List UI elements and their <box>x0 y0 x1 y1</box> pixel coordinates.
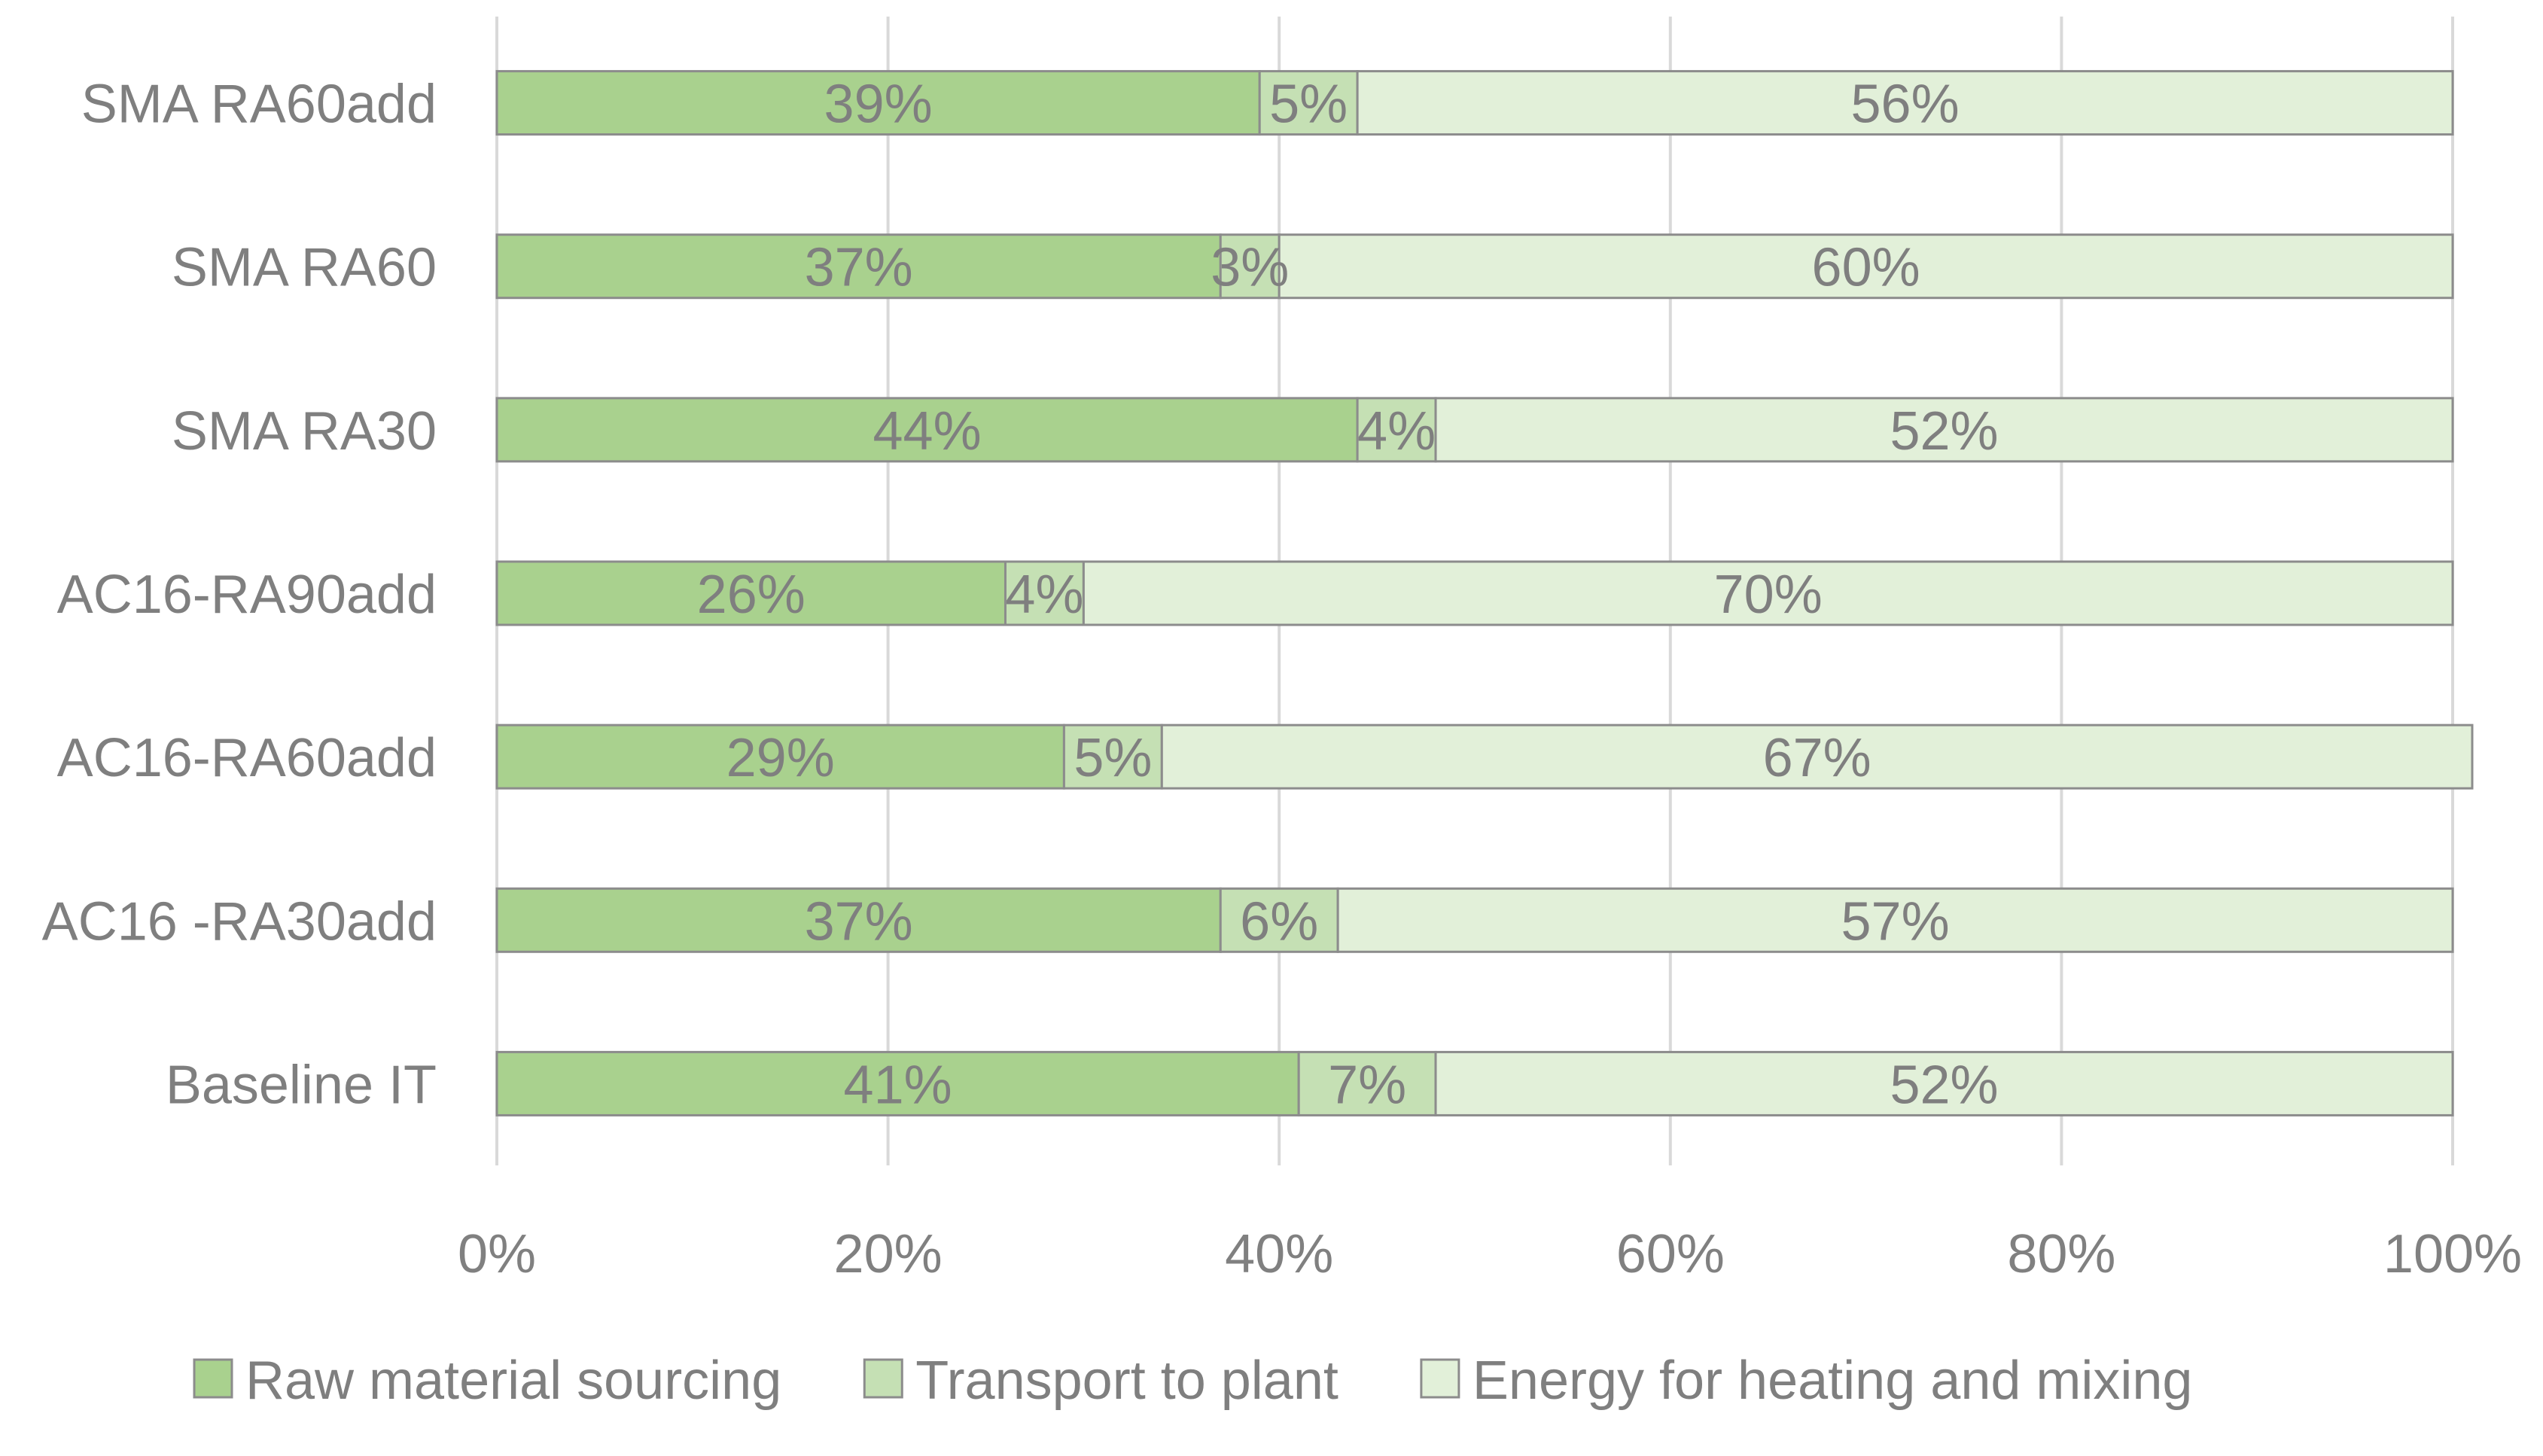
x-tick-label: 20% <box>834 1224 943 1284</box>
data-label: 41% <box>844 1055 952 1115</box>
legend: Raw material sourcing Transport to plant E… <box>193 1351 2193 1411</box>
legend-swatch <box>863 1358 903 1399</box>
data-label: 26% <box>697 565 806 625</box>
bar-segment <box>495 723 1065 790</box>
bar-segment <box>1219 887 1339 953</box>
category-label: SMA RA30 <box>172 401 437 461</box>
bar-segment <box>1336 887 2454 953</box>
bar-segment <box>495 233 1222 300</box>
bar-segment <box>1160 723 2474 790</box>
legend-label: Transport to plant <box>915 1351 1339 1411</box>
data-label: 29% <box>726 728 835 788</box>
category-label: AC16-RA90add <box>57 565 437 625</box>
data-label: 4% <box>1357 401 1436 461</box>
legend-swatch <box>193 1358 233 1399</box>
x-tick-label: 0% <box>458 1224 536 1284</box>
category-axis-labels: SMA RA60add SMA RA60 SMA RA30 AC16-RA90add A… <box>42 75 437 1116</box>
data-label: 39% <box>824 75 933 135</box>
bar-segment <box>1219 233 1281 300</box>
data-label: 4% <box>1005 565 1083 625</box>
data-label: 67% <box>1763 728 1871 788</box>
x-tick-label: 60% <box>1616 1224 1725 1284</box>
data-label: 37% <box>805 891 913 952</box>
x-tick-label: 40% <box>1225 1224 1333 1284</box>
category-label: AC16 -RA30add <box>42 891 437 952</box>
data-labels: 39% 5% 56% 37% 3% 60% 44% 4% 52% 26% 4% 70% 29% 5% 67%… <box>697 75 1999 1116</box>
data-label: 3% <box>1211 238 1289 298</box>
bar-segment <box>1434 1050 2454 1116</box>
data-label: 57% <box>1841 891 1950 952</box>
data-label: 70% <box>1714 565 1823 625</box>
data-label: 60% <box>1812 238 1920 298</box>
category-label: Baseline IT <box>166 1055 437 1115</box>
data-label: 52% <box>1890 401 1998 461</box>
bar-segment <box>495 70 1261 136</box>
bar-segment <box>1082 560 2454 626</box>
category-label: AC16-RA60add <box>57 728 437 788</box>
bar-segment <box>1356 70 2454 136</box>
legend-label: Energy for heating and mixing <box>1473 1351 2193 1411</box>
bar-segment <box>1356 397 1437 463</box>
x-tick-label: 80% <box>2007 1224 2115 1284</box>
data-label: 56% <box>1851 75 1960 135</box>
data-label: 5% <box>1074 728 1152 788</box>
data-label: 37% <box>805 238 913 298</box>
bar-segment <box>1434 397 2454 463</box>
value-axis-labels: 0% 20% 40% 60% 80% 100% <box>458 1224 2522 1284</box>
bar-segment <box>1062 723 1163 790</box>
data-label: 52% <box>1890 1055 1998 1115</box>
bar-segment <box>495 560 1007 626</box>
bar-segment <box>1278 233 2454 300</box>
data-label: 5% <box>1269 75 1348 135</box>
legend-swatch <box>1420 1358 1460 1399</box>
data-label: 6% <box>1240 891 1318 952</box>
legend-label: Raw material sourcing <box>245 1351 781 1411</box>
x-tick-label: 100% <box>2383 1224 2522 1284</box>
data-label: 44% <box>873 401 982 461</box>
category-label: SMA RA60add <box>81 75 437 135</box>
bar-segment <box>1003 560 1085 626</box>
bar-segment <box>495 397 1359 463</box>
bars <box>495 70 2474 1116</box>
data-label: 7% <box>1328 1055 1406 1115</box>
category-label: SMA RA60 <box>172 238 437 298</box>
